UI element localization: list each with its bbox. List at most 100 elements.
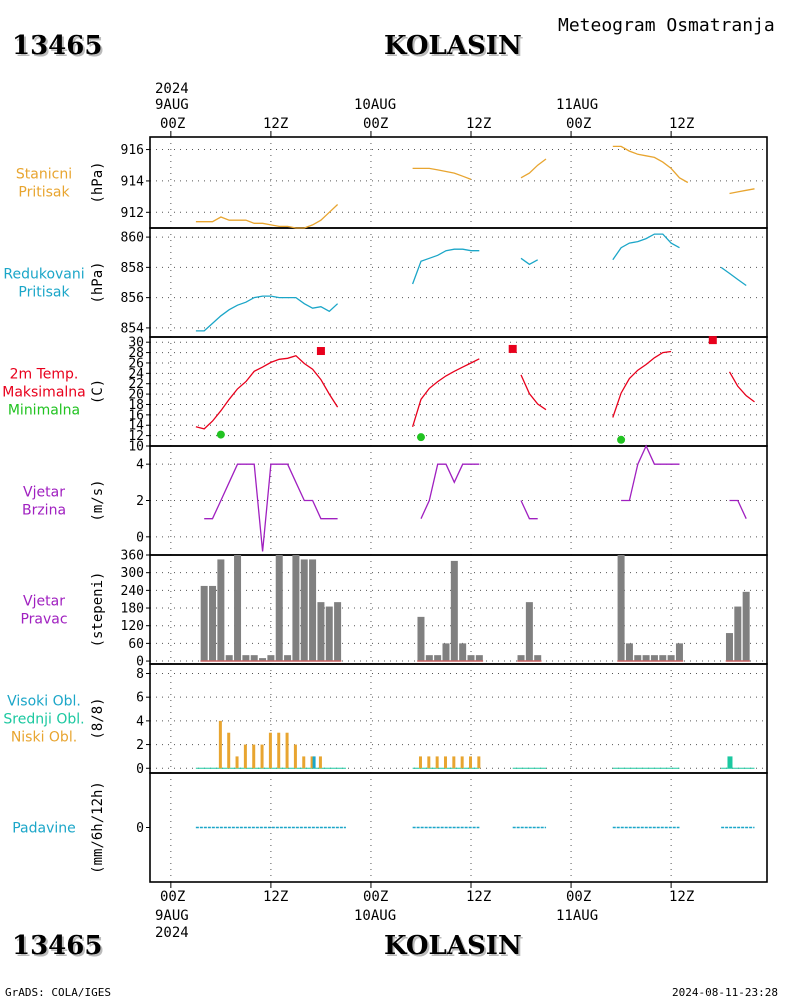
temp-line [728,371,755,403]
cloud-bar-niski [427,756,431,769]
ytick-label-wind_dir: 300 [121,566,144,581]
bottom-hour-1: 12Z [263,889,288,905]
cloud-bar-niski [310,756,314,769]
unit-label-wind_dir: (stepeni) [90,572,106,648]
ytick-label-stanicni: 916 [121,143,144,158]
panel-frame-wind_dir [149,554,768,665]
wind-dir-bar [642,655,650,662]
cloud-bar-niski [235,756,239,769]
plot-area: 916914912(hPa)StanicniPritisak8608588568… [2,131,768,888]
panel-wind_dir: 360 300 240 180 120 60 0 (stepeni) Vjetar Pravac [20,549,768,670]
ytick-label-temp: 30 [128,336,144,351]
wind-speed-line [729,499,747,519]
panel-wind_speed: 4 2 0 (m/s) Vjetar Brzina [22,445,768,556]
ytick-label-temp: 12 [128,429,144,444]
ytick-label-temp: 14 [128,419,144,434]
wind-speed-line [621,444,680,502]
wind-dir-bar [617,555,625,662]
ytick-label-temp: 26 [128,356,144,371]
stanicni-line [195,204,339,229]
panel-label-clouds: Niski Obl. [11,730,77,746]
wind-dir-bar [467,655,475,662]
wind-dir-bar [200,585,208,662]
ytick-label-wind_speed: 4 [136,458,144,473]
bottom-date-11aug: 11AUG [556,908,598,924]
wind-dir-bar [475,655,483,662]
wind-dir-bar [742,591,750,662]
ytick-label-clouds: 2 [136,738,144,753]
wind-dir-bar [325,606,333,662]
cloud-bar-niski [452,756,456,769]
wind-dir-bar [284,655,292,662]
redukovani-line [720,266,747,287]
panel-label-stanicni: Stanicni [16,167,72,183]
min-temp-marker [416,433,425,442]
panel-frame-precip [149,772,768,883]
panel-label-stanicni: Pritisak [18,185,70,201]
stanicni-line [520,158,547,179]
ytick-label-temp: 18 [128,398,144,413]
ytick-label-stanicni: 912 [121,206,144,221]
station-name-bottom-shadow: KOLASIN [386,933,524,963]
wind-dir-bar [525,602,533,662]
top-hour-5: 12Z [669,116,694,132]
station-id-shadow: 13465 [14,33,104,63]
wind-dir-bar [434,655,442,662]
wind-dir-bar [259,658,267,662]
ytick-label-temp: 28 [128,346,144,361]
ytick-label-redukovani: 860 [121,231,144,246]
footer-timestamp: 2024-08-11-23:28 [672,986,778,999]
bottom-date-9aug: 9AUG [155,908,189,924]
panel-frame-clouds [149,663,768,774]
wind-dir-bar [425,655,433,662]
meteogram-title: Meteogram Osmatranja [558,15,775,36]
cloud-bar-niski [477,756,481,769]
unit-label-temp: (C) [90,379,106,404]
panel-label-wind_speed: Brzina [22,503,66,519]
ytick-label-wind_dir: 120 [121,619,144,634]
cloud-bar-niski [318,756,322,769]
top-date-10aug: 10AUG [354,97,396,113]
wind-dir-bar [659,655,667,662]
wind-dir-bar [625,643,633,662]
wind-dir-bar [242,655,250,662]
station-id-bottom-shadow: 13465 [14,933,104,963]
panel-label-redukovani: Pritisak [18,285,70,301]
ytick-label-wind_dir: 60 [128,637,144,652]
min-temp-marker [617,435,626,444]
panel-precip: 0 (mm/6h/12h) Padavine [12,772,768,883]
stanicni-line [729,188,755,195]
redukovani-line [612,233,680,261]
cloud-bar-niski [243,744,247,769]
footer-grads: GrADS: COLA/IGES [5,986,111,999]
cloud-bar-visoki [312,756,316,769]
panel-label-wind_dir: Pravac [20,612,67,628]
cloud-bar-srednji [727,756,733,769]
cloud-bar-niski [277,732,281,769]
panel-label-temp: 2m Temp. [10,367,79,383]
stanicni-line [612,145,689,184]
min-temp-marker [216,430,225,439]
bottom-hour-4: 00Z [566,889,591,905]
unit-label-wind_speed: (m/s) [90,479,106,521]
ytick-label-redukovani: 854 [121,321,145,336]
wind-dir-bar [225,655,233,662]
ytick-label-wind_dir: 0 [136,655,144,670]
ytick-label-redukovani: 858 [121,261,144,276]
redukovani-line [520,257,539,266]
ytick-label-temp: 24 [128,367,144,382]
panel-label-clouds: Srednji Obl. [3,712,84,728]
wind-dir-bar [234,555,242,662]
wind-dir-bar [517,655,525,662]
max-temp-marker [708,336,717,345]
cloud-bar-niski [435,756,439,769]
wind-speed-line [520,500,538,520]
wind-dir-bar [217,559,225,662]
wind-dir-bar [534,655,542,662]
ytick-label-wind_dir: 180 [121,602,144,617]
panel-frame-temp [149,336,768,447]
unit-label-clouds: (8/8) [90,697,106,739]
top-hour-3: 12Z [466,116,491,132]
temp-line [520,374,547,411]
unit-label-precip: (mm/6h/12h) [90,781,106,874]
